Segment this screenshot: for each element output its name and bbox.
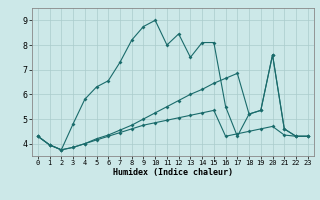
X-axis label: Humidex (Indice chaleur): Humidex (Indice chaleur) (113, 168, 233, 177)
